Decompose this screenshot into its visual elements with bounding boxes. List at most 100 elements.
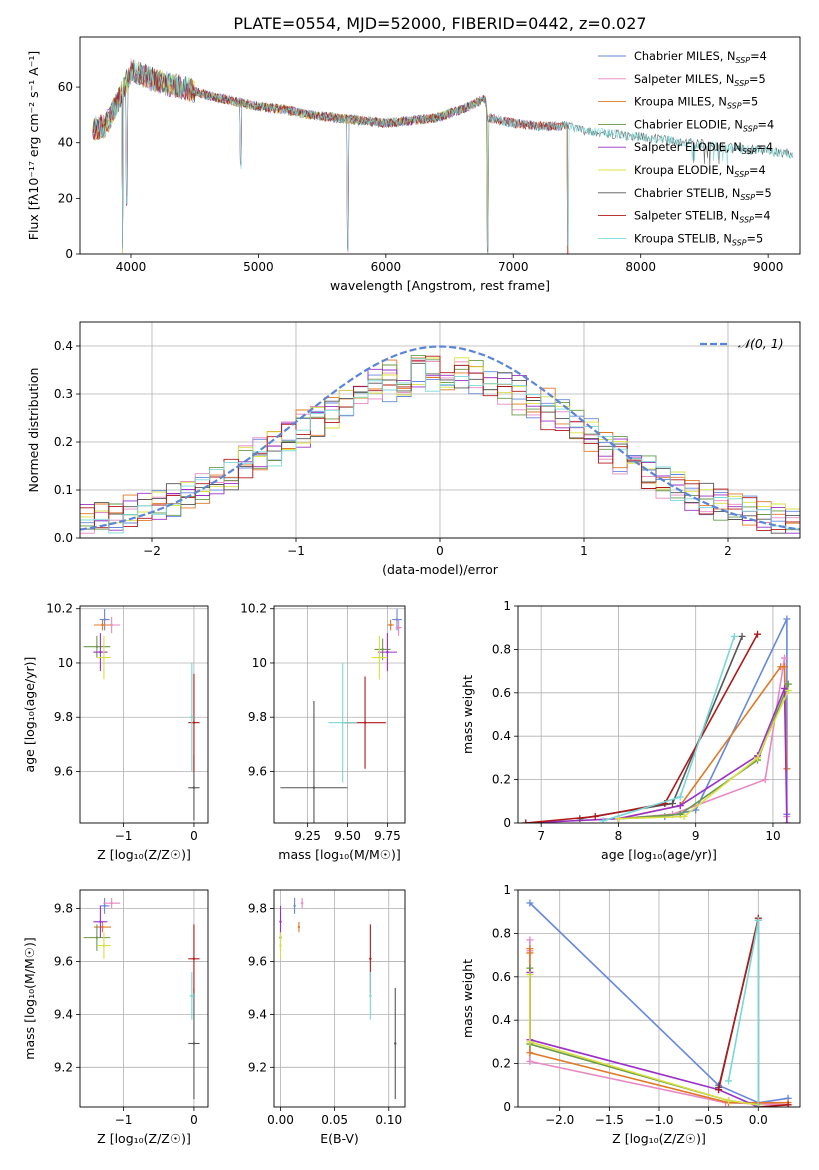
massweight-vs-Z-marker (754, 1103, 762, 1107)
massweight-vs-age-x-label: age [log₁₀(age/yr)] (601, 847, 717, 862)
massweight-vs-age-marker (784, 680, 792, 688)
age-vs-Z-point-7 (192, 721, 196, 724)
age-vs-Z-point-1 (110, 623, 113, 627)
massweight-vs-age-y-tick-label: 1 (503, 599, 511, 613)
legend-entry: Chabrier ELODIE, NSSP=4 (634, 118, 774, 133)
massweight-vs-Z-marker (725, 1096, 733, 1104)
massweight-vs-Z-x-tick-label: −2.0 (545, 1113, 574, 1127)
residuals-y-tick-label: 0.4 (54, 339, 73, 353)
mass-vs-Z-point-4 (99, 920, 102, 923)
massweight-vs-age-plot-area (522, 615, 792, 823)
age-vs-Z-point-3 (95, 645, 99, 648)
residual-histogram-6 (80, 362, 800, 534)
mass-vs-Z-point-7 (192, 957, 196, 961)
legend-entry: Salpeter MILES, NSSP=5 (634, 73, 766, 88)
legend-entry: Kroupa STELIB, NSSP=5 (634, 232, 763, 247)
massweight-vs-age-marker (784, 687, 792, 695)
age-vs-mass-point-3 (381, 648, 384, 651)
mass-vs-Z-x-label: Z [log₁₀(Z/Z☉)] (97, 1131, 191, 1146)
massweight-vs-Z-frame (517, 889, 801, 1108)
legend-entry: Salpeter ELODIE, NSSP=4 (634, 141, 773, 156)
massweight-vs-Z-marker (715, 1086, 723, 1094)
age-vs-mass-point-5 (378, 656, 381, 659)
massweight-vs-Z-y-tick-label: 1 (503, 883, 511, 897)
massweight-vs-Z-marker (725, 1077, 733, 1085)
mass-vs-Z-frame (79, 889, 209, 1108)
age-vs-Z-grid (80, 606, 208, 823)
mass-vs-Z-point-8 (190, 994, 194, 998)
mass-vs-EBV-y-tick-label: 9.4 (248, 1007, 267, 1021)
age-vs-mass-y-tick-label: 10.2 (240, 602, 267, 616)
massweight-vs-Z-y-tick-label: 0.8 (492, 926, 511, 940)
massweight-vs-age-marker (754, 630, 762, 638)
age-vs-Z-point-0 (103, 618, 106, 621)
age-vs-mass-y-tick-label: 10 (252, 656, 267, 670)
mass-vs-Z-point-1 (110, 902, 113, 905)
spectrum-line-8 (92, 59, 794, 254)
normal-legend-label: 𝒩(0, 1) (738, 336, 784, 351)
mass-vs-EBV-point-6 (394, 1042, 397, 1045)
mass-vs-EBV-point-5 (279, 944, 282, 947)
age-vs-Z-y-tick-label: 10.2 (46, 602, 73, 616)
massweight-vs-age-y-tick-label: 0.4 (492, 729, 511, 743)
massweight-vs-age-y-tick-label: 0.8 (492, 642, 511, 656)
massweight-vs-Z-x-tick-label: 0.0 (749, 1113, 768, 1127)
age-vs-Z-point-6 (192, 786, 196, 789)
mass-vs-Z-point-3 (95, 936, 99, 939)
mass-vs-EBV-frame (273, 889, 406, 1108)
massweight-vs-Z-panel: −2.0 −1.5 −1.0 −0.5 0.0 0 0.2 0.4 0.6 0.8 1 Z [log₁… (460, 883, 801, 1146)
mass-vs-EBV-panel: 0.00 0.05 0.10 9.2 9.4 9.6 9.8 E(B-V) (248, 889, 406, 1146)
residuals-panel: −2 −1 0 1 2 0.0 0.1 0.2 0.3 0.4 (data-model)/error… (26, 321, 801, 577)
mass-vs-Z-point-5 (102, 944, 106, 947)
massweight-vs-Z-y-tick-label: 0.4 (492, 1013, 511, 1027)
age-vs-mass-x-tick-label: 9.50 (334, 829, 361, 843)
age-vs-Z-point-2 (101, 623, 104, 627)
massweight-vs-Z-x-tick-label: −1.5 (595, 1113, 624, 1127)
figure-title: PLATE=0554, MJD=52000, FIBERID=0442, z=0… (233, 14, 646, 33)
age-vs-mass-point-8 (341, 721, 344, 724)
mass-vs-EBV-y-tick-label: 9.2 (248, 1060, 267, 1074)
spectrum-x-tick-label: 5000 (243, 260, 274, 274)
residuals-plot-area (80, 345, 800, 534)
age-vs-mass-point-4 (386, 650, 389, 654)
mass-vs-Z-y-label: mass [log₁₀(M/M☉)] (22, 937, 37, 1059)
massweight-vs-Z-plot-area (526, 899, 792, 1107)
massweight-vs-age-marker (599, 817, 607, 823)
mass-vs-EBV-grid (274, 890, 405, 1107)
spectrum-y-tick-label: 40 (58, 136, 73, 150)
massweight-vs-Z-y-tick-label: 0.2 (492, 1057, 511, 1071)
mass-vs-EBV-point-4 (279, 920, 282, 923)
spectrum-y-tick-label: 60 (58, 80, 73, 94)
age-vs-Z-point-5 (102, 656, 106, 659)
mass-vs-EBV-y-tick-label: 9.6 (248, 954, 267, 968)
massweight-vs-age-series-3 (618, 683, 790, 820)
massweight-vs-age-marker (781, 684, 789, 692)
spectrum-y-tick-label: 0 (65, 247, 73, 261)
legend-entry: Kroupa MILES, NSSP=5 (634, 96, 758, 111)
massweight-vs-Z-marker (754, 916, 762, 924)
residuals-x-tick-label: 1 (580, 544, 588, 558)
age-vs-Z-point-4 (99, 650, 102, 654)
mass-vs-Z-grid (80, 890, 208, 1107)
massweight-vs-age-frame (517, 605, 801, 824)
massweight-vs-age-marker (783, 765, 791, 773)
massweight-vs-age-y-tick-label: 0.6 (492, 686, 511, 700)
age-vs-mass-panel: 9.25 9.50 9.75 9.6 9.8 10 10.2 mass [log₁₀(M/M☉… (240, 602, 406, 862)
massweight-vs-Z-x-tick-label: −1.0 (644, 1113, 673, 1127)
massweight-vs-Z-marker (526, 971, 534, 979)
massweight-vs-age-grid (518, 605, 800, 824)
massweight-vs-Z-series-8 (727, 920, 760, 1107)
massweight-vs-age-marker (761, 776, 769, 784)
age-vs-mass-point-7 (363, 721, 367, 724)
residuals-grid (80, 322, 800, 539)
massweight-vs-Z-series-5 (529, 974, 759, 1106)
legend-entry: Salpeter STELIB, NSSP=4 (634, 210, 771, 225)
mass-vs-EBV-point-2 (297, 925, 301, 929)
massweight-vs-age-x-tick-label: 9 (692, 829, 700, 843)
massweight-vs-age-marker (781, 654, 789, 662)
massweight-vs-age-y-tick-label: 0.2 (492, 773, 511, 787)
age-vs-mass-point-0 (395, 618, 399, 621)
mass-vs-Z-point-0 (103, 904, 106, 908)
mass-vs-Z-plot-area (83, 897, 200, 1100)
mass-vs-Z-x-tick-label: 0 (190, 1113, 198, 1127)
